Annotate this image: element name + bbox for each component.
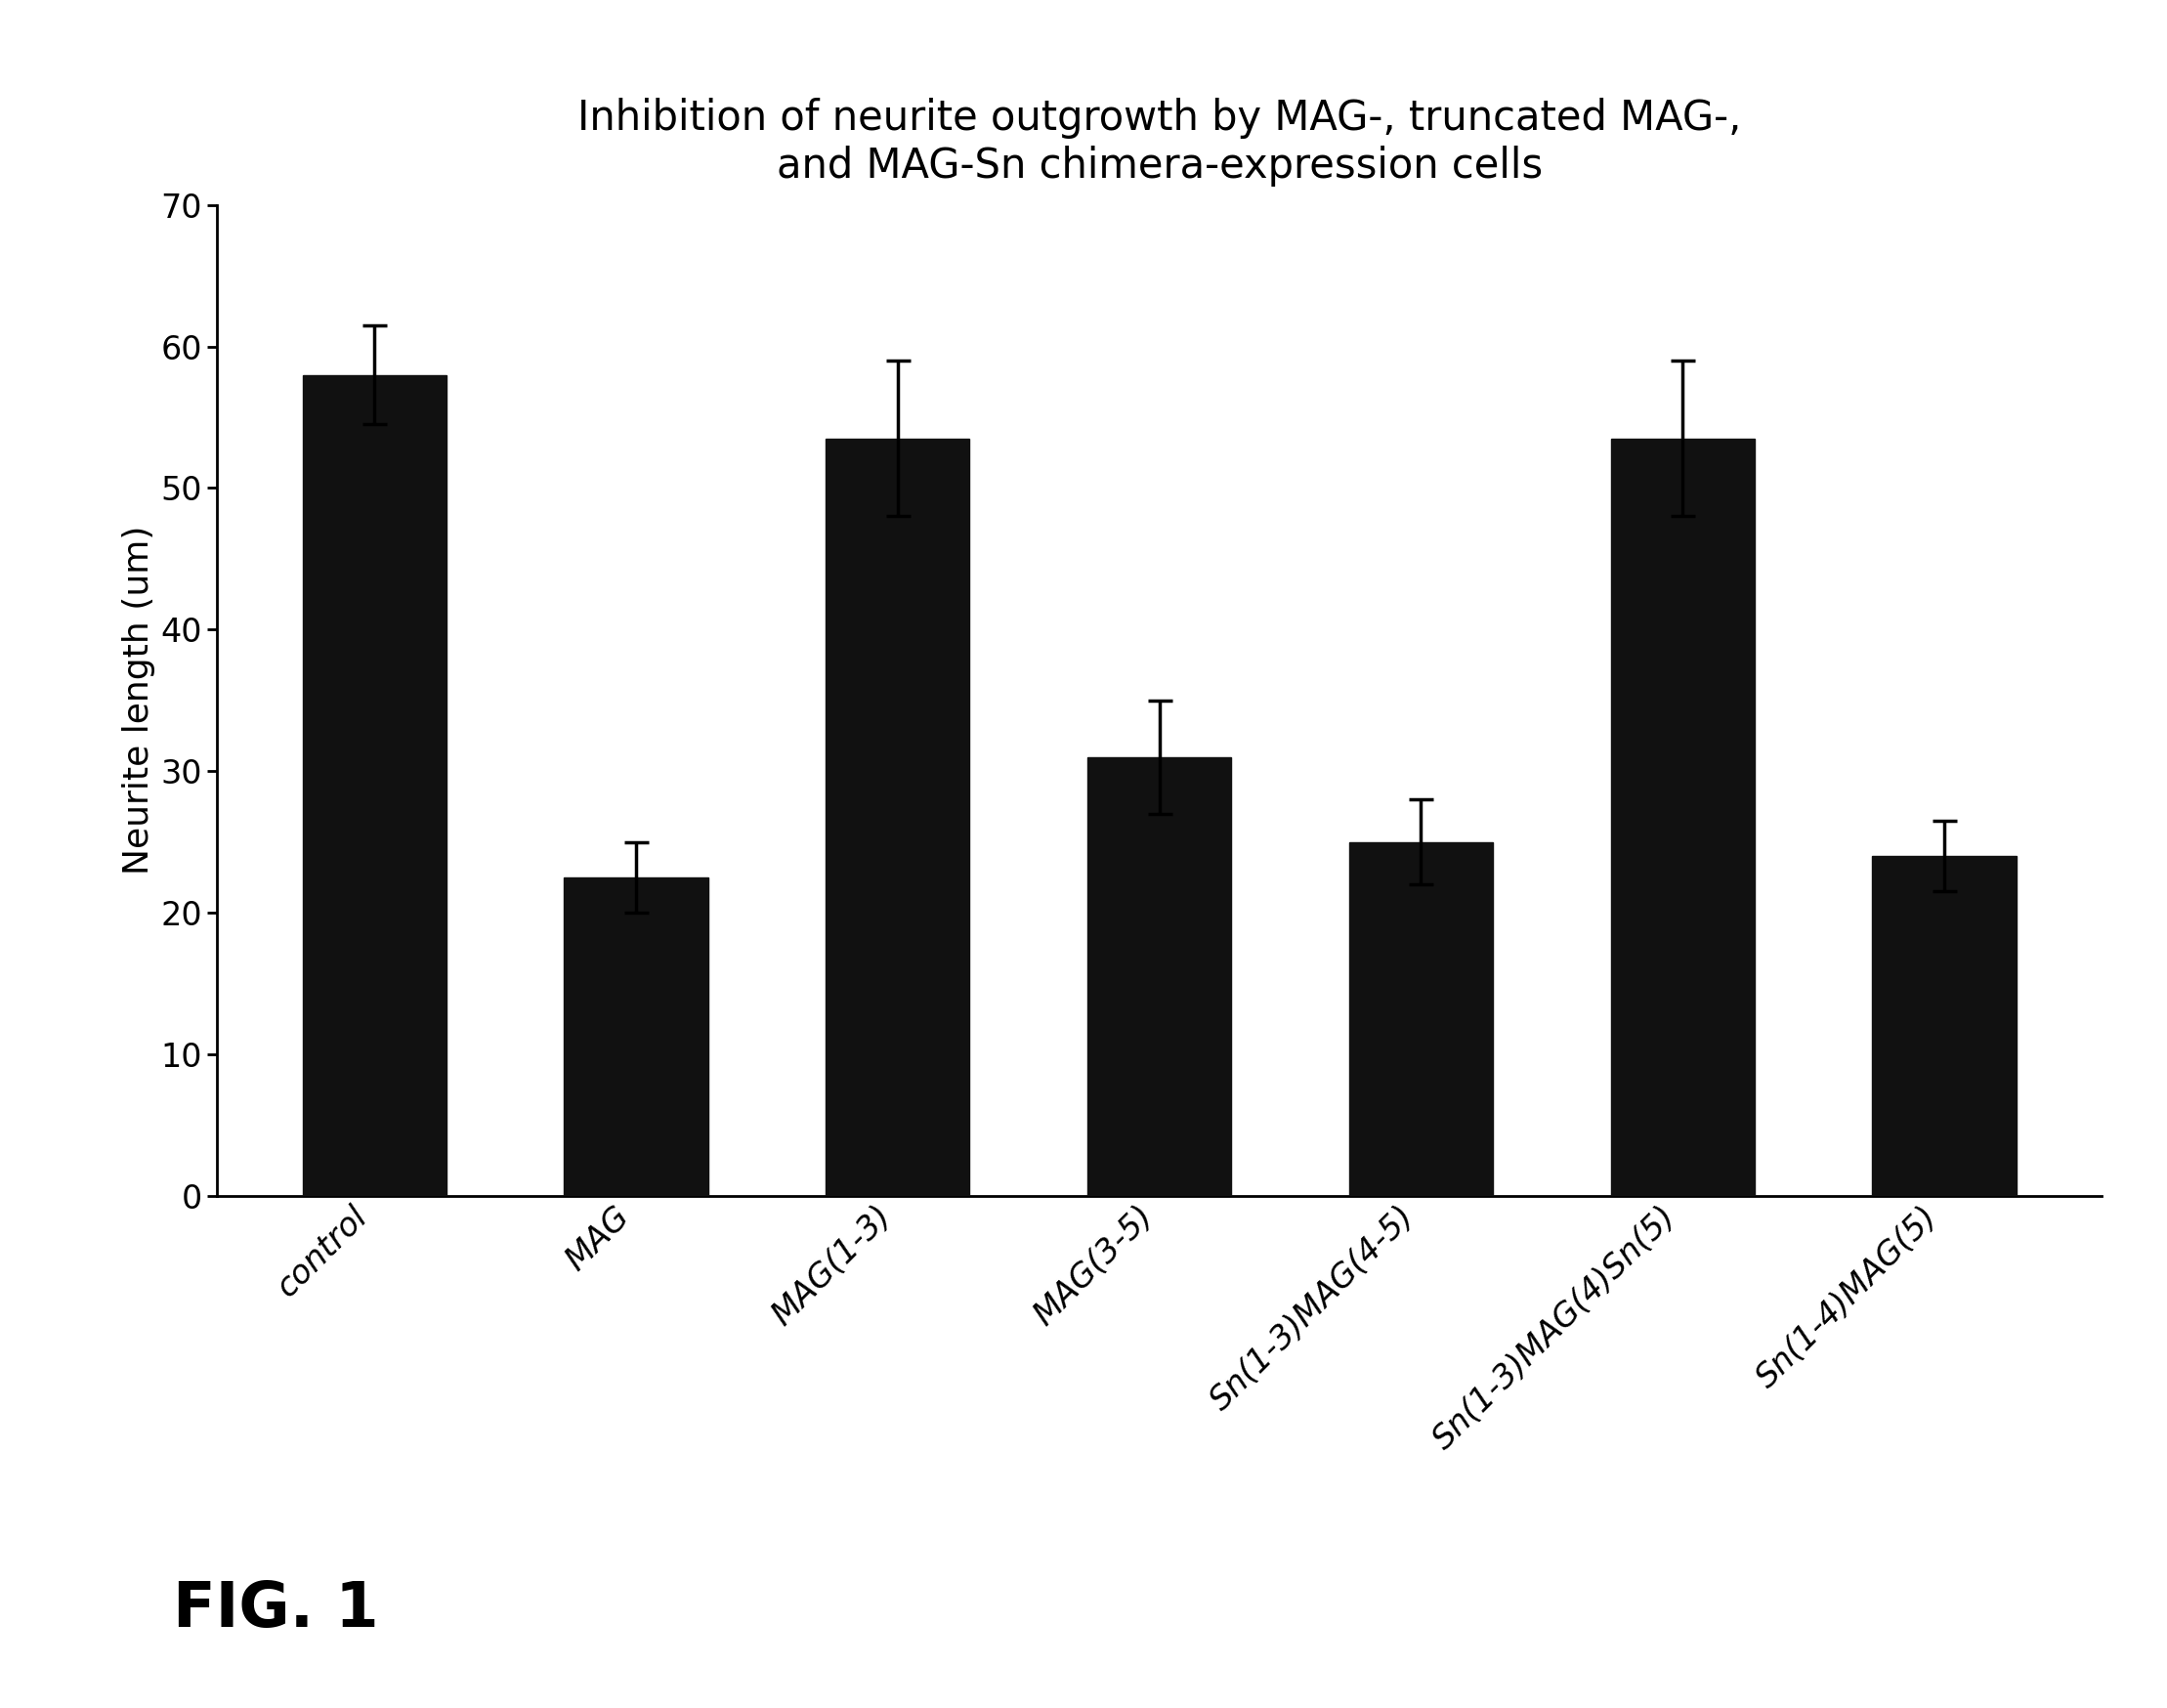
Bar	[1610, 439, 1755, 1196]
Text: FIG. 1: FIG. 1	[173, 1580, 379, 1640]
Title: Inhibition of neurite outgrowth by MAG-, truncated MAG-,
and MAG-Sn chimera-expr: Inhibition of neurite outgrowth by MAG-,…	[576, 97, 1742, 186]
Bar	[1350, 842, 1493, 1196]
Bar	[826, 439, 969, 1196]
Bar	[303, 374, 446, 1196]
Bar	[1088, 757, 1231, 1196]
Bar	[1872, 856, 2015, 1196]
Bar	[563, 878, 709, 1196]
Y-axis label: Neurite length (um): Neurite length (um)	[121, 526, 156, 874]
